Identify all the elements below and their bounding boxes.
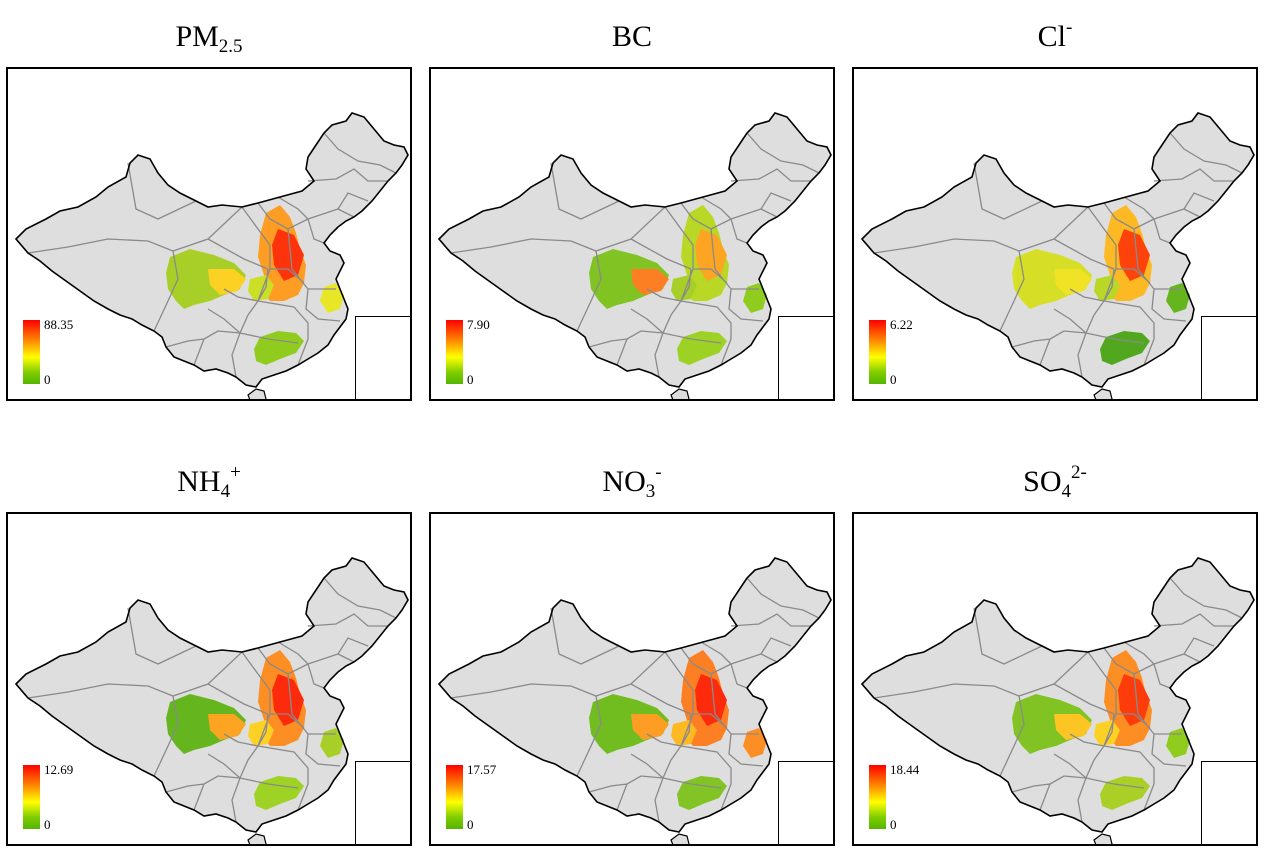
region-hotspot <box>1118 229 1150 281</box>
region-sichuan-east <box>208 714 246 740</box>
panel-title: NH4+ <box>177 462 241 502</box>
concentration-regions <box>1012 650 1190 810</box>
panel-title: BC <box>611 20 653 53</box>
concentration-regions <box>166 205 344 365</box>
region-sichuan-basin <box>166 249 246 309</box>
region-yangtze-delta <box>743 728 767 758</box>
region-pearl-river <box>1100 331 1150 365</box>
legend-colorbar <box>23 320 40 384</box>
legend-min-label: 0 <box>890 817 897 832</box>
region-sichuan-east <box>208 269 246 295</box>
panel-title: Cl- <box>1037 17 1073 53</box>
legend-colorbar <box>446 320 463 384</box>
region-sichuan-basin <box>1012 249 1092 309</box>
map-panel-pm25: PM2.5 88.35 0 <box>6 6 412 401</box>
panel-title: PM2.5 <box>175 20 243 57</box>
region-sichuan-east <box>1054 269 1092 295</box>
region-hotspot <box>1118 674 1150 726</box>
south-china-sea-inset <box>778 761 833 844</box>
concentration-regions <box>589 650 767 810</box>
map-panel-no3: NO3- 17.57 0 <box>429 451 835 846</box>
china-map <box>861 112 1255 399</box>
region-pearl-river <box>254 331 304 365</box>
legend-min-label: 0 <box>44 817 51 832</box>
south-china-sea-inset <box>778 316 833 399</box>
china-map <box>15 557 409 844</box>
region-central-south <box>248 720 274 746</box>
map-frame: 7.90 0 <box>429 67 835 401</box>
south-china-sea-inset <box>355 761 410 844</box>
region-yangtze-delta <box>1166 728 1190 758</box>
map-panel-bc: BC 7.90 0 <box>429 6 835 401</box>
legend-min-label: 0 <box>467 372 474 387</box>
region-hotspot <box>272 229 304 281</box>
map-frame: 18.44 0 <box>852 512 1258 846</box>
map-frame: 17.57 0 <box>429 512 835 846</box>
region-central-south <box>1094 275 1120 301</box>
legend-colorbar <box>446 765 463 829</box>
concentration-regions <box>1012 205 1190 365</box>
legend-max-label: 17.57 <box>467 762 497 777</box>
region-sichuan-basin <box>1012 694 1092 754</box>
legend-max-label: 7.90 <box>467 317 490 332</box>
south-china-sea-inset <box>1201 761 1256 844</box>
map-frame: 88.35 0 <box>6 67 412 401</box>
china-map <box>15 112 409 399</box>
region-yangtze-delta <box>320 283 344 313</box>
south-china-sea-inset <box>355 316 410 399</box>
region-yangtze-delta <box>320 728 344 758</box>
legend-max-label: 88.35 <box>44 317 74 332</box>
region-pearl-river <box>254 776 304 810</box>
legend-max-label: 12.69 <box>44 762 74 777</box>
concentration-regions <box>589 205 767 365</box>
legend-max-label: 6.22 <box>890 317 913 332</box>
region-central-south <box>248 275 274 301</box>
china-map <box>438 557 832 844</box>
region-pearl-river <box>677 776 727 810</box>
region-yangtze-delta <box>743 283 767 313</box>
map-panel-so4: SO42- 18.44 0 <box>852 451 1258 846</box>
region-central-south <box>1094 720 1120 746</box>
region-sichuan-basin <box>589 694 669 754</box>
region-sichuan-east <box>1054 714 1092 740</box>
map-frame: 12.69 0 <box>6 512 412 846</box>
concentration-regions <box>166 650 344 810</box>
region-pearl-river <box>1100 776 1150 810</box>
region-hotspot <box>695 674 727 726</box>
legend-colorbar <box>869 765 886 829</box>
region-central-south <box>671 720 697 746</box>
region-hotspot <box>695 229 727 281</box>
panel-title: SO42- <box>1023 462 1087 502</box>
map-frame: 6.22 0 <box>852 67 1258 401</box>
legend-colorbar <box>869 320 886 384</box>
region-sichuan-east <box>631 714 669 740</box>
legend-max-label: 18.44 <box>890 762 920 777</box>
panel-title: NO3- <box>602 462 662 502</box>
south-china-sea-inset <box>1201 316 1256 399</box>
legend-min-label: 0 <box>890 372 897 387</box>
map-panel-cl: Cl- 6.22 0 <box>852 6 1258 401</box>
region-sichuan-basin <box>589 249 669 309</box>
region-central-south <box>671 275 697 301</box>
legend-colorbar <box>23 765 40 829</box>
region-hotspot <box>272 674 304 726</box>
region-sichuan-east <box>631 269 669 295</box>
map-panel-nh4: NH4+ 12.69 0 <box>6 451 412 846</box>
region-yangtze-delta <box>1166 283 1190 313</box>
region-sichuan-basin <box>166 694 246 754</box>
legend-min-label: 0 <box>467 817 474 832</box>
legend-min-label: 0 <box>44 372 51 387</box>
china-map <box>861 557 1255 844</box>
china-map <box>438 112 832 399</box>
region-pearl-river <box>677 331 727 365</box>
